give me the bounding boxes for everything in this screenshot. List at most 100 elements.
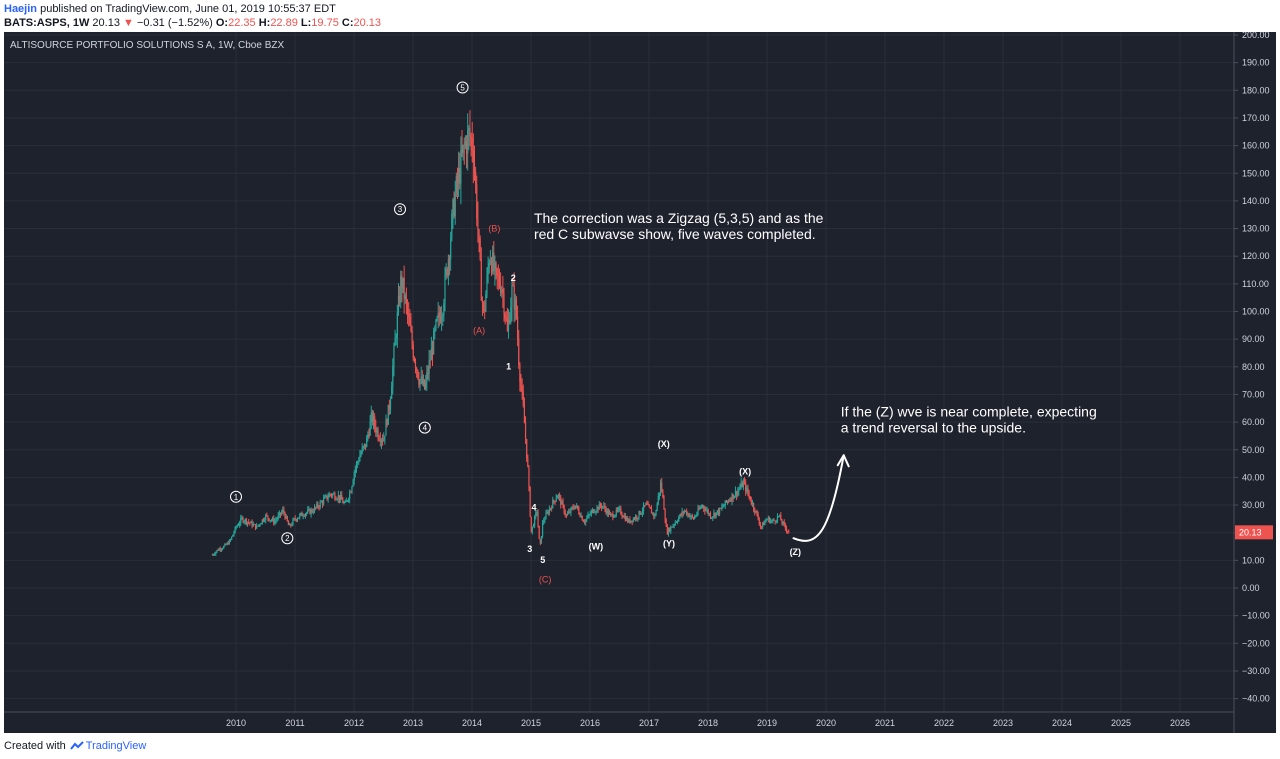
- candle-body: [288, 524, 291, 526]
- candle-body: [317, 503, 319, 507]
- candle-body: [512, 285, 514, 287]
- candle-body: [678, 517, 680, 522]
- candle-body: [328, 494, 330, 498]
- candle-body: [623, 515, 625, 518]
- time-axis[interactable]: 2010 2011 2012 2013 2014 2015 2016 2017 2018 2019…: [226, 718, 1190, 728]
- candle-body: [614, 514, 616, 517]
- close-value: 20.13: [353, 17, 382, 29]
- candle-body: [726, 501, 729, 503]
- publish-info: Haejin published on TradingView.com, Jun…: [4, 3, 336, 15]
- candle-body: [338, 495, 341, 500]
- candle-body: [293, 518, 295, 520]
- candle-body: [262, 519, 265, 521]
- candle-body: [391, 386, 393, 399]
- candle-body: [355, 463, 358, 469]
- candle-body: [776, 516, 779, 522]
- candle-body: [298, 517, 300, 519]
- tradingview-link[interactable]: TradingView: [85, 740, 147, 752]
- candle-body: [556, 495, 558, 499]
- candle-body: [268, 518, 270, 521]
- candle-body: [318, 506, 320, 508]
- candle-body: [571, 507, 573, 509]
- candle-body: [419, 379, 421, 385]
- candle-body: [750, 500, 752, 504]
- candle-body: [763, 522, 765, 526]
- candle-body: [284, 512, 286, 519]
- low-value: 19.75: [311, 17, 339, 29]
- candle-body: [722, 506, 724, 508]
- note-text-line: red C subwavse show, five waves complete…: [534, 226, 816, 242]
- price-axis[interactable]: 200.00 190.00 180.00 170.00 160.00 150.00 140.…: [1234, 30, 1270, 704]
- x-tick-label: 2019: [757, 718, 777, 728]
- y-tick-label: −20.00: [1242, 638, 1270, 648]
- candle-body: [543, 520, 545, 523]
- candle-body: [725, 500, 727, 503]
- candle-body: [408, 313, 410, 317]
- candle-body: [615, 509, 617, 515]
- candle-body: [562, 501, 564, 506]
- candle-body: [560, 496, 562, 505]
- candle-body: [422, 379, 425, 385]
- candle-body: [492, 252, 494, 272]
- candle-body: [267, 515, 269, 519]
- y-tick-label: 70.00: [1242, 389, 1265, 399]
- candle-body: [481, 300, 484, 303]
- candle-body: [309, 509, 311, 514]
- candle-body: [311, 509, 313, 513]
- candle-body: [546, 512, 548, 514]
- candle-body: [312, 512, 314, 513]
- candle-body: [453, 199, 455, 217]
- candle-body: [788, 531, 790, 533]
- candle-body: [756, 510, 758, 515]
- candle-body: [433, 330, 435, 355]
- wave-label-circled: 1: [234, 493, 239, 502]
- candle-body: [683, 510, 685, 513]
- note-text-line: If the (Z) wve is near complete, expecti…: [841, 404, 1097, 420]
- candle-body: [299, 514, 301, 518]
- candle-body: [414, 361, 417, 368]
- candle-body: [211, 554, 213, 556]
- x-tick-label: 2024: [1052, 718, 1072, 728]
- candle-body: [538, 525, 540, 540]
- candle-body: [637, 517, 639, 519]
- candle-body: [773, 520, 775, 521]
- candle-body: [276, 518, 278, 520]
- candle-body: [334, 493, 336, 500]
- price-chart[interactable]: 200.00190.00180.00170.00160.00150.00140.…: [4, 30, 1276, 733]
- chart-panel[interactable]: 200.00 190.00 180.00 170.00 160.00 150.00 140.…: [4, 30, 1276, 733]
- candle-body: [428, 360, 430, 374]
- candle-body: [534, 516, 536, 526]
- candle-body: [578, 509, 580, 514]
- candle-body: [523, 405, 526, 424]
- candle-body: [772, 520, 774, 521]
- candle-body: [672, 525, 674, 528]
- candle-body: [234, 527, 236, 533]
- y-tick-label: 90.00: [1242, 334, 1265, 344]
- candle-body: [622, 516, 624, 518]
- candle-body: [728, 501, 730, 502]
- candle-body: [715, 512, 717, 517]
- candle-body: [782, 521, 784, 524]
- candle-body: [751, 503, 754, 504]
- candle-body: [593, 509, 595, 513]
- candle-body: [383, 438, 385, 441]
- candle-body: [692, 517, 695, 519]
- candle-body: [621, 514, 623, 517]
- author-link[interactable]: Haejin: [4, 3, 38, 15]
- candle-body: [321, 501, 324, 504]
- candle-body: [740, 482, 742, 488]
- candle-body: [245, 519, 248, 524]
- candle-body: [646, 503, 648, 505]
- candle-body: [528, 466, 530, 487]
- wave-label: 5: [540, 555, 545, 565]
- candle-body: [748, 493, 750, 497]
- candle-body: [642, 505, 645, 511]
- down-arrow-icon: ▼: [123, 17, 134, 29]
- candle-body: [253, 524, 255, 525]
- candle-body: [330, 494, 333, 496]
- candle-body: [388, 404, 390, 410]
- candle-body: [703, 505, 705, 509]
- candle-body: [574, 505, 577, 509]
- candle-body: [216, 550, 218, 552]
- candle-body: [588, 514, 590, 516]
